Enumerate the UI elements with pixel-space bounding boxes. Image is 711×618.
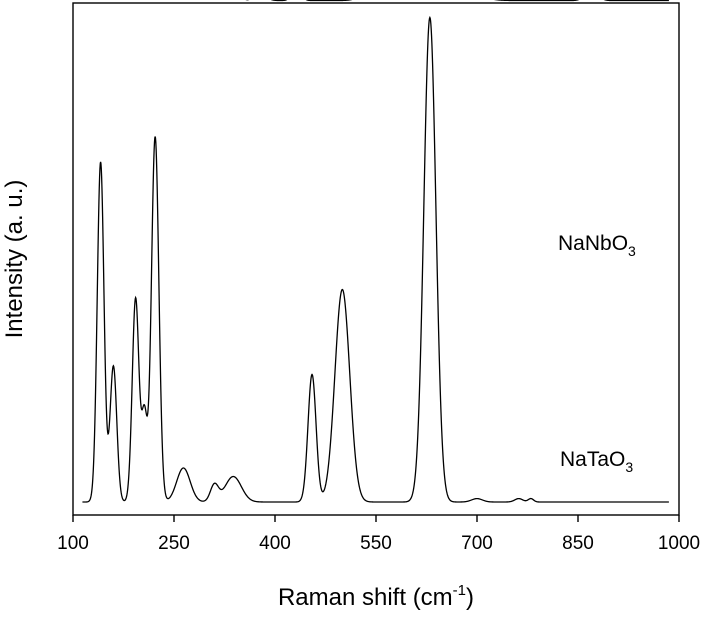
y-axis-title: Intensity (a. u.): [1, 180, 28, 339]
plot-area: [72, 0, 680, 516]
x-tick-label: 700: [461, 533, 493, 554]
x-tick-label: 850: [562, 533, 594, 554]
x-axis-title: Raman shift (cm-1): [278, 582, 474, 611]
x-tick-label: 250: [158, 533, 190, 554]
series-line-nanbo3: [245, 0, 669, 2]
plot-frame: [72, 2, 680, 516]
series-line-natao3: [82, 15, 669, 503]
x-tick-label: 100: [57, 533, 89, 554]
x-tick-label: 1000: [658, 533, 700, 554]
series-label-nanbo3: NaNbO3: [558, 232, 636, 259]
x-tick-label: 550: [360, 533, 392, 554]
x-tick-label: 400: [259, 533, 291, 554]
x-axis-ticks: 100 250 400 550 700 850 1000: [57, 515, 700, 554]
series-label-natao3: NaTaO3: [560, 448, 633, 475]
